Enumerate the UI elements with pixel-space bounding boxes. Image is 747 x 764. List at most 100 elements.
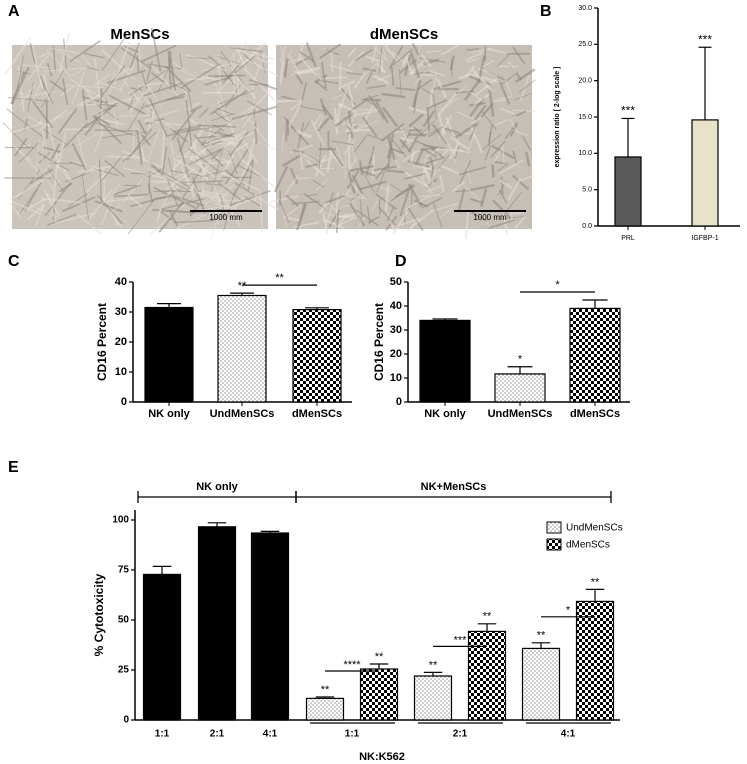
significance: **: [429, 659, 438, 671]
cell: [305, 193, 318, 197]
cell: [101, 131, 148, 139]
cell: [253, 109, 258, 144]
y-tick-label: 20.0: [578, 78, 592, 85]
cell: [392, 210, 409, 235]
cell: [76, 213, 103, 236]
cell: [217, 55, 240, 65]
cell: [426, 107, 431, 132]
cell: [305, 42, 317, 68]
cell: [428, 129, 440, 138]
cell: [391, 51, 405, 63]
cell: [318, 141, 322, 171]
cell: [410, 150, 415, 164]
cell: [198, 193, 221, 201]
cell: [497, 162, 510, 172]
cell: [169, 210, 179, 227]
cell: [52, 161, 58, 206]
cell: [493, 98, 508, 103]
x-tick-label: 2:1: [210, 729, 225, 740]
cell: [400, 217, 420, 226]
cell: [279, 45, 287, 63]
cell: [466, 57, 479, 64]
cell: [59, 181, 74, 193]
y-tick-label: 20: [390, 348, 402, 360]
cell: [222, 40, 248, 67]
cell: [371, 45, 378, 63]
cell: [150, 203, 186, 235]
cell: [353, 135, 368, 153]
cell: [150, 64, 179, 97]
cell: [408, 106, 428, 114]
cell: [98, 159, 103, 204]
cell: [9, 202, 23, 220]
cell: [300, 57, 318, 77]
cell: [112, 41, 131, 85]
cell: [281, 133, 285, 154]
scale-bar-label: 1000 mm: [473, 213, 507, 222]
x-tick-label: 4:1: [263, 729, 278, 740]
cell: [10, 141, 39, 172]
cell: [174, 195, 205, 207]
cell: [19, 189, 37, 215]
bar: [467, 630, 507, 721]
cell: [161, 127, 166, 171]
cell: [512, 150, 518, 165]
cell: [512, 46, 526, 65]
cell: [362, 98, 378, 107]
cell: [246, 100, 273, 116]
cell: [157, 67, 169, 93]
cell: [211, 181, 222, 204]
scale-bar-label: 1000 mm: [209, 213, 243, 222]
cell: [201, 190, 229, 197]
cell: [104, 159, 126, 178]
cell: [325, 194, 346, 204]
cell: [413, 165, 441, 172]
cell: [199, 127, 231, 138]
cell: [476, 60, 495, 71]
cell: [375, 163, 389, 180]
cell: [283, 58, 289, 78]
cell: [298, 176, 312, 180]
cell: [244, 68, 275, 101]
cell: [161, 146, 168, 176]
cell: [179, 53, 183, 69]
cell: [137, 43, 142, 72]
cell: [37, 71, 54, 105]
cell: [240, 158, 278, 190]
y-tick-label: 50: [118, 615, 130, 626]
cell: [15, 172, 54, 198]
cell: [66, 68, 86, 79]
cell: [471, 73, 498, 83]
cell: [524, 151, 531, 167]
cell: [167, 50, 172, 90]
cell: [440, 133, 457, 156]
bar: [575, 600, 615, 721]
cell: [212, 214, 227, 221]
cell: [123, 150, 165, 170]
cell: [279, 44, 286, 62]
cell: [514, 68, 536, 84]
y-tick-label: 30: [390, 324, 402, 336]
cell: [503, 77, 513, 96]
cell: [351, 174, 364, 195]
cell: [83, 52, 105, 59]
cell: [137, 82, 164, 87]
cell: [385, 169, 405, 174]
cell: [335, 191, 339, 217]
x-tick-label: 1:1: [155, 729, 170, 740]
cell: [413, 126, 425, 137]
cell: [86, 66, 99, 72]
cell: [190, 105, 203, 113]
cell: [85, 163, 98, 175]
panel-label: B: [540, 3, 552, 20]
cell: [473, 104, 487, 121]
cell: [47, 213, 78, 226]
comparison-label: **: [275, 272, 284, 284]
cell: [58, 33, 71, 73]
bar: [144, 306, 194, 403]
cell: [38, 109, 68, 132]
cell: [392, 48, 413, 66]
cell: [351, 145, 357, 164]
y-tick-label: 10: [390, 372, 402, 384]
